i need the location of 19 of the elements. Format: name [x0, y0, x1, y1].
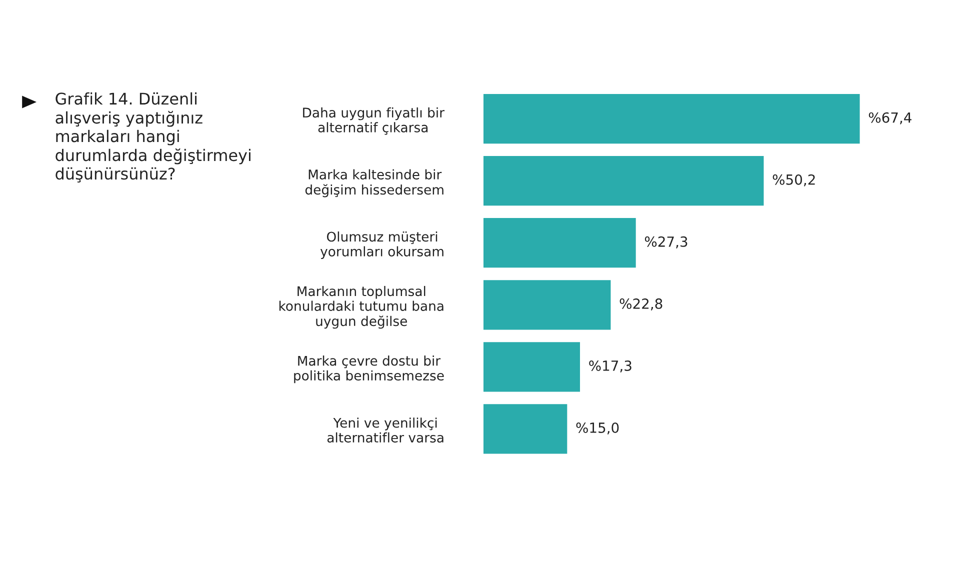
y-tick-label: Yeni ve yenilikçi alternatifler varsa [327, 418, 444, 443]
bar [483, 342, 580, 392]
bar [483, 404, 568, 454]
bar [483, 94, 860, 144]
y-tick-label: Marka kaltesinde bir değişim hissedersem [305, 169, 444, 198]
bar [483, 218, 636, 268]
bar [483, 156, 764, 206]
y-tick-label: Daha uygun fiyatlı bir alternatif çıkarsa [303, 107, 444, 135]
y-tick-label: Markanın toplumsal konulardaki tutumu bana uygun değilse [279, 286, 444, 329]
data-label: %50,2 [772, 174, 815, 186]
y-tick-label: Marka çevre dostu bir politika benimsemezse [294, 356, 444, 384]
data-label: %15,0 [576, 422, 619, 434]
data-label: %17,3 [589, 360, 632, 372]
text: Grafik 14. Düzenli alışveriş yaptığınız markaları hangi durumlarda değiştirmeyi düşünürsünüz? [56, 92, 250, 183]
bar [483, 280, 611, 330]
data-label: %27,3 [644, 236, 688, 248]
data-label: %67,4 [868, 112, 912, 124]
y-tick-label: Olumsuz müşteri yorumları okursam [320, 231, 444, 260]
data-label: %22,8 [620, 298, 662, 310]
